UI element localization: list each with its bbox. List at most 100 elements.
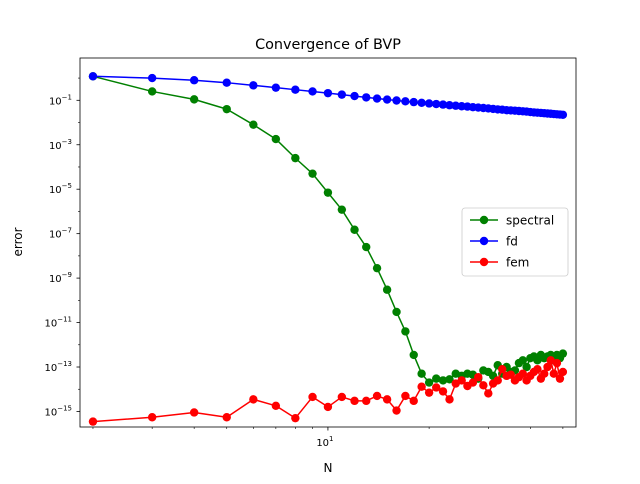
data-point-spectral	[291, 153, 300, 163]
legend-item-fem: fem	[470, 256, 529, 270]
data-point-fem	[555, 374, 565, 383]
data-point-fem	[291, 413, 300, 423]
data-point-fd	[189, 76, 199, 85]
legend-item-fd: fd	[470, 235, 518, 249]
data-point-fem	[362, 396, 371, 406]
data-point-spectral	[249, 120, 258, 129]
y-tick-label: 10−7	[49, 227, 72, 241]
data-point-spectral	[362, 242, 371, 252]
data-point-fd	[372, 94, 382, 103]
data-point-spectral	[323, 188, 333, 197]
data-point-fem	[558, 367, 568, 377]
data-point-fem	[222, 413, 231, 422]
data-point-fd	[308, 87, 317, 96]
data-point-fem	[474, 372, 483, 382]
data-point-spectral	[271, 134, 281, 144]
data-point-spectral	[518, 356, 528, 365]
data-point-fd	[323, 88, 333, 98]
y-tick-label: 10−15	[44, 404, 72, 418]
data-point-fem	[552, 358, 562, 368]
data-point-spectral	[401, 327, 410, 336]
data-point-fd	[438, 100, 448, 109]
legend-item-spectral: spectral	[470, 214, 554, 228]
y-tick-label: 10−11	[44, 316, 72, 330]
data-point-fem	[417, 382, 426, 391]
y-tick-label: 10−3	[49, 138, 72, 152]
chart-title: Convergence of BVP	[255, 37, 401, 53]
data-point-fd	[382, 95, 392, 104]
data-point-fem	[88, 417, 98, 426]
data-point-fd	[424, 99, 434, 108]
data-point-spectral	[147, 87, 157, 96]
data-point-fd	[147, 73, 157, 83]
data-point-fd	[417, 98, 426, 108]
axis-ticks: 10−15 10−13 10−11 10−9 10−7 10−5 10−3 10−1 101	[44, 77, 564, 449]
data-point-fd	[401, 97, 410, 106]
data-point-fem	[323, 402, 333, 412]
legend-marker-spectral	[479, 215, 489, 225]
data-point-spectral	[392, 307, 401, 317]
data-point-spectral	[417, 369, 426, 378]
data-point-spectral	[432, 374, 441, 383]
data-point-fd	[291, 85, 300, 94]
data-point-spectral	[350, 225, 359, 234]
data-point-spectral	[445, 375, 454, 384]
x-tick-label: 101	[316, 435, 333, 449]
legend-box	[461, 207, 569, 277]
data-point-spectral	[382, 285, 392, 294]
legend-label-spectral: spectral	[506, 214, 554, 228]
data-point-fem	[382, 395, 392, 404]
y-tick-label: 10−5	[49, 182, 72, 196]
data-point-fem	[540, 369, 549, 378]
data-point-fem	[147, 413, 157, 422]
data-point-fem	[392, 406, 401, 415]
data-point-spectral	[308, 169, 317, 178]
data-point-fem	[493, 376, 502, 385]
data-point-fem	[533, 364, 542, 374]
data-point-fem	[438, 387, 448, 396]
data-point-fd	[445, 101, 454, 110]
data-point-fd	[362, 93, 371, 102]
data-point-fem	[189, 408, 199, 417]
data-point-fd	[88, 72, 98, 81]
data-point-fd	[350, 91, 359, 101]
plot-marks	[88, 72, 568, 426]
data-point-fd	[249, 81, 258, 90]
data-point-fem	[457, 376, 466, 385]
series-fem	[88, 356, 568, 426]
data-point-fem	[498, 364, 507, 374]
data-point-spectral	[189, 95, 199, 104]
data-point-fem	[549, 369, 559, 378]
legend: spectral fd fem	[461, 207, 569, 277]
data-point-fem	[518, 369, 528, 378]
data-point-fd	[337, 90, 347, 99]
data-point-fd	[392, 96, 401, 105]
data-point-fem	[337, 392, 347, 402]
data-point-fem	[271, 401, 281, 410]
y-tick-label: 10−13	[44, 360, 72, 374]
data-point-fem	[409, 396, 418, 406]
x-axis-label: N	[324, 461, 333, 475]
data-point-spectral	[409, 350, 418, 360]
data-point-fem	[308, 392, 317, 402]
data-point-spectral	[424, 378, 434, 387]
legend-label-fem: fem	[506, 256, 529, 270]
legend-marker-fem	[479, 257, 489, 267]
data-point-fem	[445, 395, 454, 404]
data-point-fd	[432, 99, 441, 109]
y-axis-label: error	[11, 227, 25, 256]
data-point-fd	[222, 78, 231, 87]
data-point-spectral	[337, 205, 347, 214]
y-tick-label: 10−1	[49, 93, 72, 107]
data-point-spectral	[438, 376, 448, 385]
data-point-fem	[543, 362, 552, 372]
data-point-fem	[401, 391, 410, 401]
data-point-spectral	[222, 104, 231, 114]
data-point-fem	[372, 391, 382, 401]
data-point-spectral	[522, 362, 531, 372]
legend-marker-fd	[479, 236, 489, 246]
data-point-fem	[484, 389, 493, 398]
y-tick-label: 10−9	[49, 271, 72, 285]
